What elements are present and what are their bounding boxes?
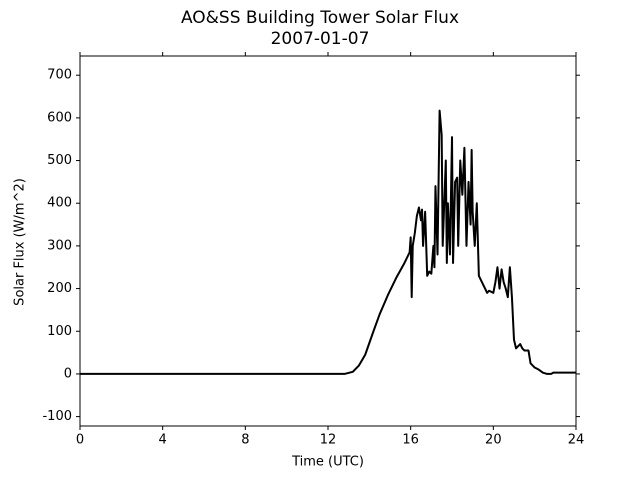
y-tick-label: 600 [47,110,72,125]
y-tick-label: 100 [47,324,72,339]
y-tick-label: -100 [42,409,72,424]
x-tick-label: 20 [485,433,502,448]
x-tick-label: 4 [159,433,167,448]
y-tick-label: 700 [47,68,72,83]
x-tick-label: 8 [241,433,249,448]
x-tick-label: 24 [568,433,585,448]
y-tick-label: 300 [47,238,72,253]
x-tick-label: 0 [76,433,84,448]
plot-frame [79,55,577,427]
x-tick-label: 16 [402,433,419,448]
y-tick-label: 400 [47,196,72,211]
y-axis-label: Solar Flux (W/m^2) [13,178,28,306]
chart-title: AO&SS Building Tower Solar Flux [181,8,459,28]
x-tick-label: 12 [320,433,337,448]
y-tick-label: 200 [47,281,72,296]
chart-subtitle: 2007-01-07 [271,29,370,49]
x-axis-label: Time (UTC) [291,455,364,470]
y-tick-label: 500 [47,153,72,168]
y-tick-label: 0 [64,366,72,381]
data-line [80,109,576,375]
